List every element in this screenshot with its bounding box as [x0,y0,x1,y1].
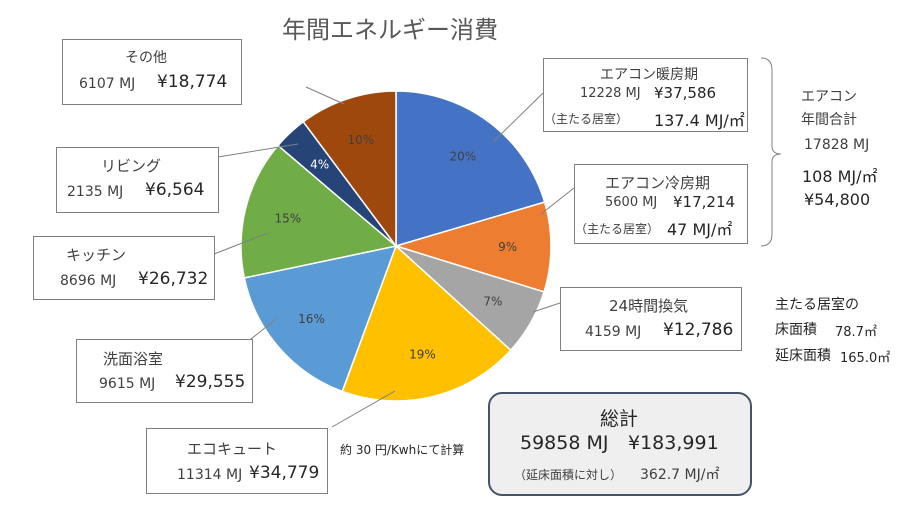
callout-bath: 洗面浴室 9615 MJ ¥29,555 [76,339,253,403]
pie-percent-label: 20% [449,150,476,164]
total-mj: 59858 MJ [520,432,609,454]
pie-percent-label: 16% [298,312,325,326]
other-name: その他 [125,50,167,66]
leader-kitchen [213,232,269,255]
callout-kitchen: キッチン 8696 MJ ¥26,732 [33,236,215,300]
callout-living: リビング 2135 MJ ¥6,564 [56,147,219,213]
leader-other [305,86,345,105]
bath-mj: 9615 MJ [99,376,156,392]
pie-slice [243,244,398,393]
ecocute-name: エコキュート [187,440,278,458]
living-name: リビング [101,157,162,175]
kitchen-mj: 8696 MJ [60,273,117,289]
floor-area-total-value: 165.0㎡ [840,351,891,366]
pie-percent-label: 9% [498,240,517,254]
ventilation-name: 24時間換気 [609,297,689,315]
aircon-bracket [760,57,782,247]
total-yen: ¥183,991 [628,432,719,454]
leader-ventilation [532,302,561,313]
leader-ecocute [331,390,396,428]
aircon-total-label1: エアコン [801,89,857,105]
heating-note-value: 137.4 MJ/㎡ [654,111,745,130]
floor-area-total-label: 延床面積 [775,348,831,364]
aircon-total-label2: 年間合計 [801,112,857,128]
pie-slice [240,144,398,279]
leader-cooling [540,187,575,215]
other-mj: 6107 MJ [79,76,136,92]
pie-slice [302,90,397,249]
chart-title: 年間エネルギー消費 [282,16,498,44]
leader-living [217,143,299,158]
pie-percent-label: 4% [310,158,329,172]
ventilation-yen: ¥12,786 [663,320,734,340]
pie-percent-label: 15% [275,211,302,225]
pie-percent-label: 10% [348,133,375,147]
ventilation-mj: 4159 MJ [585,324,642,340]
floor-area-line1: 主たる居室の [775,297,859,313]
aircon-total-per-area: 108 MJ/㎡ [802,167,878,186]
leader-heating [492,92,544,143]
cooling-yen: ¥17,214 [673,193,736,211]
heating-yen: ¥37,586 [654,84,717,102]
heating-name: エアコン暖房期 [600,67,698,83]
bath-name: 洗面浴室 [103,350,164,368]
total-per-area-prefix: （延床面積に対し） [514,468,623,482]
other-yen: ¥18,774 [157,72,228,92]
total-box: 総計 59858 MJ ¥183,991 （延床面積に対し） 362.7 MJ/… [488,392,752,496]
pie-percent-label: 19% [409,347,436,361]
callout-heating: エアコン暖房期 12228 MJ ¥37,586 （主たる居室） 137.4 M… [543,58,748,132]
callout-cooling: エアコン冷房期 5600 MJ ¥17,214 （主たる居室） 47 MJ/㎡ [574,164,748,244]
bath-yen: ¥29,555 [175,372,246,392]
callout-ventilation: 24時間換気 4159 MJ ¥12,786 [560,287,742,351]
cooling-note-prefix: （主たる居室） [575,222,660,236]
living-mj: 2135 MJ [67,184,124,200]
heating-mj: 12228 MJ [580,86,641,101]
pie-percent-label: 7% [483,294,502,308]
floor-area-main-value: 78.7㎡ [835,325,877,340]
aircon-total-mj: 17828 MJ [804,137,870,153]
kitchen-name: キッチン [66,246,127,264]
pie-slice [395,90,546,248]
pie-slice [341,244,512,402]
ecocute-mj: 11314 MJ [177,467,243,483]
pie-slice [393,201,552,293]
rate-note: 約 30 円/Kwhにて計算 [340,443,465,457]
kitchen-yen: ¥26,732 [138,269,209,289]
living-yen: ¥6,564 [145,180,205,200]
ecocute-yen: ¥34,779 [249,463,320,483]
total-per-area-value: 362.7 MJ/㎡ [640,467,720,483]
cooling-note-value: 47 MJ/㎡ [667,220,733,239]
callout-other: その他 6107 MJ ¥18,774 [62,39,242,105]
floor-area-main-label: 床面積 [775,322,817,338]
cooling-mj: 5600 MJ [605,195,658,210]
total-title: 総計 [600,408,639,430]
heating-note-prefix: （主たる居室） [544,112,629,126]
aircon-total-yen: ¥54,800 [804,190,871,209]
cooling-name: エアコン冷房期 [605,174,711,192]
callout-ecocute: エコキュート 11314 MJ ¥34,779 [146,428,328,494]
